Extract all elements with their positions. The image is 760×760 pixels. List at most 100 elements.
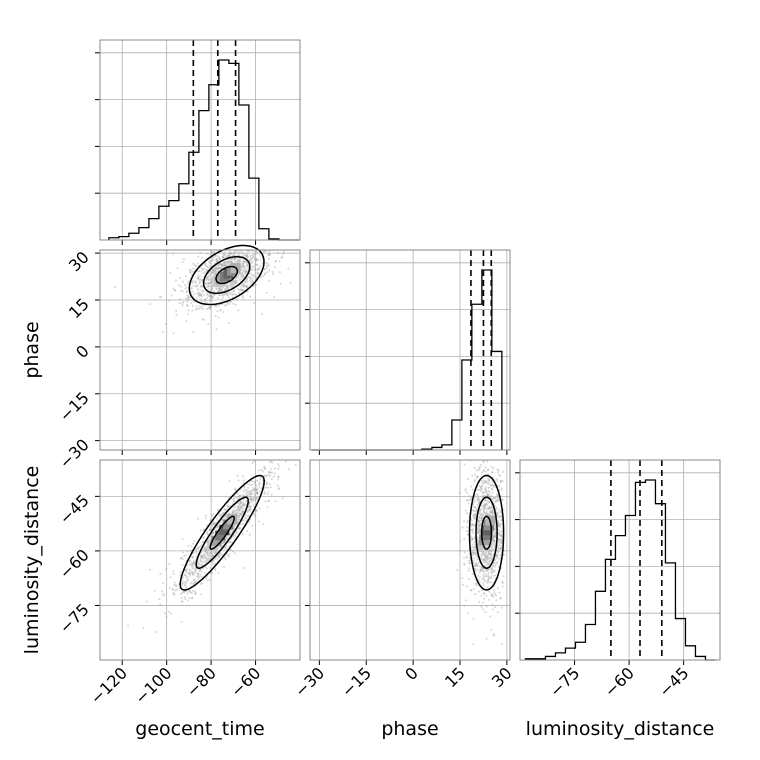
y-tick-label: 30 [65,248,93,276]
scatter-point [239,278,242,281]
scatter-point [216,525,219,528]
scatter-point [256,491,259,494]
scatter-point [495,599,498,602]
scatter-point [181,564,184,567]
scatter-point [240,285,243,288]
scatter-point [468,562,471,565]
scatter-point [168,610,171,613]
scatter-point [218,294,221,297]
scatter-point [258,507,261,510]
scatter-point [190,565,193,568]
scatter-point [267,253,270,256]
scatter-point [463,557,466,560]
scatter-point [229,261,232,264]
scatter-point [200,544,203,547]
scatter-point [242,510,245,513]
scatter-point [268,483,271,486]
scatter-point [199,555,202,558]
scatter-point [464,489,467,492]
scatter-point [204,547,207,550]
scatter-point [478,600,481,603]
scatter-point [185,286,188,289]
scatter-point [205,560,208,563]
scatter-point [201,556,204,559]
scatter-point [208,278,211,281]
scatter-point [209,281,212,284]
scatter-point [230,260,233,263]
scatter-point [237,527,240,530]
scatter-point [501,498,504,501]
scatter-point [210,251,213,254]
scatter-point [267,254,270,257]
scatter-point [210,570,213,573]
scatter-point [197,274,200,277]
scatter-point [229,300,232,303]
scatter-point [213,562,216,565]
scatter-point [226,286,229,289]
scatter-point [463,463,466,466]
scatter-point [199,294,202,297]
scatter-point [241,263,244,266]
scatter-point [248,259,251,262]
scatter-point [219,546,222,549]
scatter-point [208,537,211,540]
scatter-point [215,271,218,274]
scatter-point [229,532,232,535]
scatter-point [242,262,245,265]
scatter-point [268,253,271,256]
scatter-point [491,595,494,598]
scatter-point [220,263,223,266]
scatter-point [239,507,242,510]
scatter-point [258,267,261,270]
scatter-point [240,252,243,255]
scatter-point [240,277,243,280]
scatter-point [192,560,195,563]
scatter-point [210,271,213,274]
scatter-point [202,267,205,270]
scatter-point [247,265,250,268]
scatter-point [263,272,266,275]
scatter-point [242,505,245,508]
scatter-point [485,605,488,608]
scatter-point [241,274,244,277]
scatter-point [241,232,243,234]
scatter-point [248,493,251,496]
scatter-point [241,262,244,265]
scatter-point [215,269,218,272]
scatter-point [237,514,240,517]
scatter-point [224,285,227,288]
scatter-point [241,268,244,271]
scatter-point [221,286,224,289]
scatter-point [226,285,229,288]
scatter-point [245,270,248,273]
scatter-point [192,561,195,564]
scatter-point [252,505,255,508]
scatter-point [215,286,218,289]
scatter-point [233,525,236,528]
scatter-point [492,456,494,458]
scatter-point [238,515,241,518]
scatter-point [227,260,230,263]
scatter-point [216,260,219,263]
scatter-point [256,268,259,271]
scatter-point [248,279,251,282]
scatter-point [223,508,226,511]
scatter-point [245,277,248,280]
scatter-point [241,289,244,292]
scatter-point [246,280,249,283]
scatter-point [230,280,233,283]
scatter-point [476,476,479,479]
scatter-point [465,512,468,515]
histogram-step [524,479,716,661]
scatter-point [225,265,228,268]
scatter-point [254,261,257,264]
scatter-point [233,552,236,555]
scatter-point [189,549,192,552]
scatter-point [220,294,223,297]
scatter-point [239,505,242,508]
scatter-point [243,488,246,491]
scatter-point [500,642,503,645]
scatter-point [236,502,239,505]
scatter-point [215,264,218,267]
scatter-point [182,258,185,261]
